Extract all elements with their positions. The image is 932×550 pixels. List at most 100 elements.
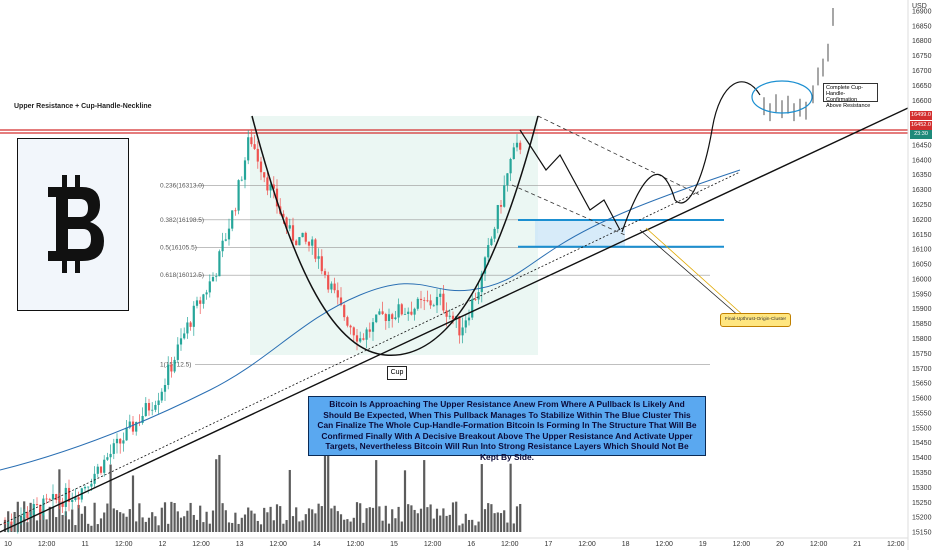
volume-bars	[3, 452, 522, 532]
volume-bar	[167, 523, 170, 532]
candle-body	[349, 325, 352, 328]
volume-bar	[480, 464, 483, 532]
volume-bar	[240, 517, 243, 532]
candle-body	[352, 327, 355, 336]
candle-body	[99, 466, 103, 473]
candle-body	[394, 317, 397, 320]
x-tick-label: 12:00	[501, 541, 519, 548]
volume-bar	[355, 502, 359, 532]
candle-body	[189, 322, 192, 327]
x-tick-label: 15	[390, 541, 398, 548]
candle-body	[90, 483, 93, 487]
volume-bar	[128, 509, 131, 532]
candle-body	[227, 228, 231, 240]
volume-bar	[176, 511, 179, 532]
volume-bar	[103, 512, 106, 532]
candle-body	[301, 232, 304, 238]
volume-bar	[179, 517, 183, 532]
y-tick-label: 15700.0	[912, 366, 932, 373]
candle-body	[119, 438, 122, 444]
candle-body	[109, 453, 112, 458]
candle-body	[333, 283, 336, 291]
volume-bar	[35, 520, 39, 532]
y-tick-label: 15250.0	[912, 500, 932, 507]
volume-bar	[253, 513, 256, 532]
y-tick-label: 16400.0	[912, 157, 932, 164]
candle-body	[183, 333, 186, 339]
volume-bar	[51, 507, 55, 532]
volume-bar	[499, 513, 503, 532]
candle-body	[375, 314, 378, 323]
candle-body	[151, 409, 154, 411]
y-tick-label: 15600.0	[912, 396, 932, 403]
volume-bar	[234, 512, 237, 532]
volume-bar	[61, 514, 64, 532]
candle-body	[45, 498, 48, 500]
volume-bar	[141, 517, 144, 532]
candle-body	[125, 427, 128, 441]
volume-bar	[378, 506, 381, 532]
candle-body	[355, 335, 359, 342]
candle-body	[311, 239, 314, 246]
x-tick-label: 11	[82, 541, 89, 548]
volume-bar	[115, 510, 119, 532]
volume-bar	[451, 502, 455, 532]
candle-body	[416, 298, 419, 309]
candle-body	[291, 225, 295, 241]
x-tick-label: 12:00	[115, 541, 133, 548]
candle-body	[275, 188, 279, 207]
y-tick-label: 15750.0	[912, 351, 932, 358]
volume-bar	[474, 525, 477, 532]
confirmation-label: Complete Cup-Handle- Confirmation Above …	[823, 83, 878, 109]
y-axis: 15150.0 15200.0 15250.0 15300.0 15350.0 15400…	[907, 0, 932, 550]
volume-bar	[16, 501, 19, 532]
candle-body	[186, 322, 189, 334]
volume-bar	[173, 502, 176, 532]
volume-bar	[74, 525, 77, 532]
fibonacci-levels: 0.236(16313.0) 0.382(16198.5) 0.5(16105.5)…	[0, 116, 908, 369]
candle-body	[458, 316, 461, 336]
volume-bar	[282, 523, 285, 532]
candle-body	[378, 311, 381, 315]
fib-label: 0.382(16198.5)	[160, 217, 204, 224]
y-tick-label: 16450.0	[912, 142, 932, 149]
volume-bar	[304, 514, 307, 532]
candle-body	[432, 305, 435, 307]
y-tick-label: 16000.0	[912, 276, 932, 283]
candle-body	[179, 338, 183, 345]
y-tick-label: 15500.0	[912, 425, 932, 432]
volume-bar	[487, 503, 490, 532]
price-tag-current: 16452.0	[910, 121, 932, 130]
candle-body	[288, 225, 291, 229]
volume-bar	[106, 503, 109, 532]
candle-body	[19, 517, 23, 524]
y-tick-label: 16100.0	[912, 247, 932, 254]
y-tick-label: 16800.0	[912, 38, 932, 45]
volume-bar	[218, 454, 221, 532]
candle-body	[519, 142, 522, 150]
volume-bar	[202, 522, 205, 532]
candle-body	[64, 487, 67, 507]
candle-body	[160, 391, 163, 401]
candle-body	[93, 473, 96, 484]
candle-body	[231, 210, 234, 229]
candle-body	[71, 500, 74, 502]
volume-bar	[263, 507, 266, 532]
cluster-pointer-line-accent	[645, 227, 745, 317]
x-tick-label: 13	[236, 541, 244, 548]
candle-body	[243, 160, 247, 180]
candle-body	[218, 251, 221, 277]
y-tick-label: 16050.0	[912, 262, 932, 269]
candle-body	[115, 438, 119, 444]
volume-bar	[455, 501, 458, 532]
confirmation-ellipse	[751, 80, 813, 114]
volume-bar	[285, 520, 288, 532]
volume-bar	[189, 502, 192, 532]
bitcoin-logo-card	[17, 138, 129, 311]
candle-body	[135, 421, 138, 432]
candle-body	[58, 500, 61, 502]
candle-body	[339, 297, 343, 306]
volume-bar	[483, 509, 487, 532]
x-tick-label: 12:00	[192, 541, 210, 548]
x-tick-label: 21	[853, 541, 861, 548]
